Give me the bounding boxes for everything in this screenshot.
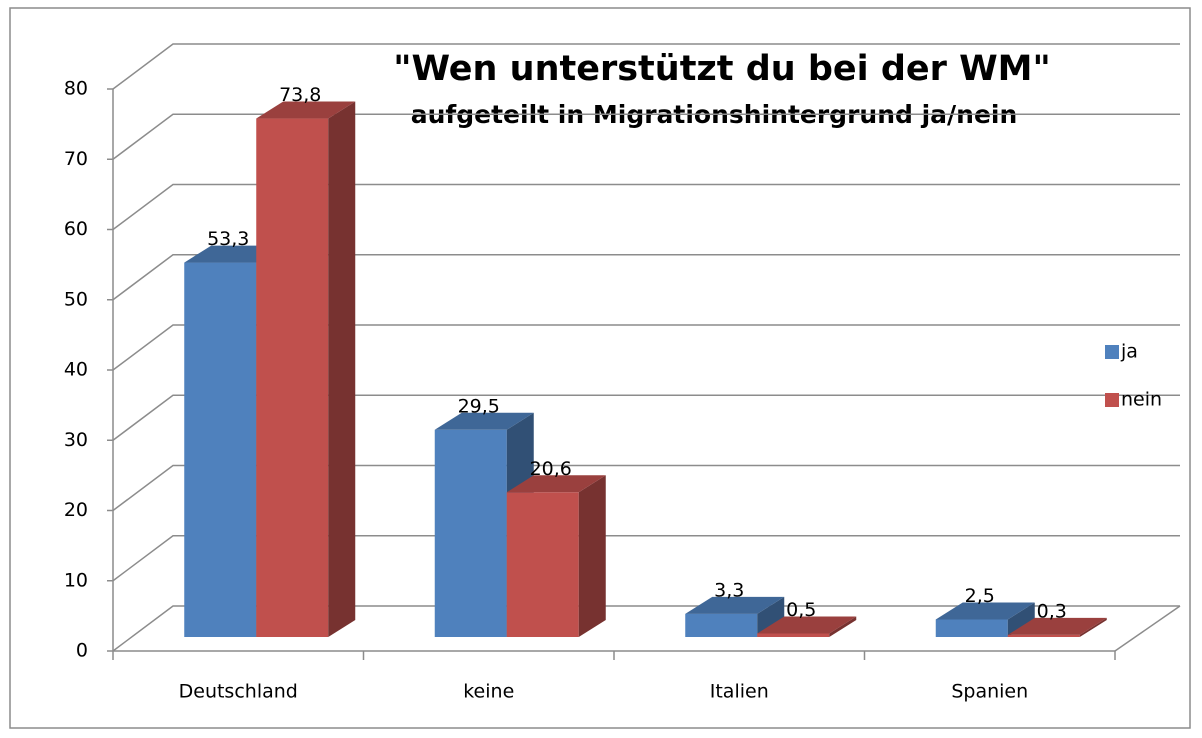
y-tick-label: 70 — [64, 148, 88, 170]
bar-side — [1007, 602, 1035, 637]
value-label: 20,6 — [530, 458, 572, 480]
bar-top — [685, 596, 785, 614]
y-tick-label: 10 — [64, 569, 88, 591]
y-tick-label: 60 — [64, 218, 88, 240]
bar-front — [685, 613, 758, 637]
chart-title: "Wen unterstützt du bei der WM" — [393, 49, 1051, 89]
bar-top — [256, 101, 356, 119]
x-tick-label: Italien — [710, 681, 769, 703]
legend-label: ja — [1120, 341, 1138, 363]
grid-line — [112, 43, 1180, 90]
grid-line — [112, 394, 1180, 441]
bar-side — [328, 101, 356, 638]
bar-front — [184, 262, 257, 637]
value-label: 0,3 — [1037, 600, 1067, 622]
grid-line — [112, 113, 1180, 160]
y-tick-label: 50 — [64, 288, 88, 310]
x-tick-label: keine — [463, 681, 514, 703]
value-label: 2,5 — [965, 585, 995, 607]
x-tick-label: Spanien — [951, 681, 1028, 703]
bar-side — [757, 596, 785, 637]
bar-front — [935, 619, 1008, 637]
floor-edge — [1114, 605, 1181, 652]
grid-line — [112, 324, 1180, 371]
bar-top — [1007, 617, 1107, 635]
value-label: 3,3 — [714, 579, 744, 601]
bar-front — [1007, 634, 1080, 637]
bar-side — [578, 475, 606, 637]
bar-side — [829, 616, 857, 637]
bar-side — [1079, 617, 1107, 637]
value-label: 73,8 — [279, 84, 321, 106]
bar-front — [434, 429, 507, 637]
y-tick-label: 0 — [76, 640, 88, 662]
grid-line — [112, 254, 1180, 301]
grid-line — [112, 605, 1180, 652]
bar-top — [506, 475, 606, 493]
grid-line — [112, 535, 1180, 582]
grid-line — [112, 464, 1180, 512]
value-label: 29,5 — [458, 395, 500, 417]
grid-line — [112, 183, 1180, 231]
bar-top — [757, 616, 857, 634]
bar-front — [506, 492, 579, 637]
y-tick-label: 80 — [64, 78, 88, 100]
x-tick-label: Deutschland — [179, 681, 298, 703]
value-label: 53,3 — [207, 228, 249, 250]
legend-swatch — [1105, 345, 1119, 359]
bar-top — [434, 412, 534, 430]
bar-front — [256, 118, 329, 638]
legend-label: nein — [1121, 389, 1162, 411]
y-tick-label: 30 — [64, 429, 88, 451]
bar-front — [757, 633, 830, 637]
value-label: 0,5 — [786, 599, 816, 621]
bar-top — [935, 602, 1035, 620]
legend-swatch — [1105, 393, 1119, 407]
y-tick-label: 20 — [64, 499, 88, 521]
y-tick-label: 40 — [64, 359, 88, 381]
